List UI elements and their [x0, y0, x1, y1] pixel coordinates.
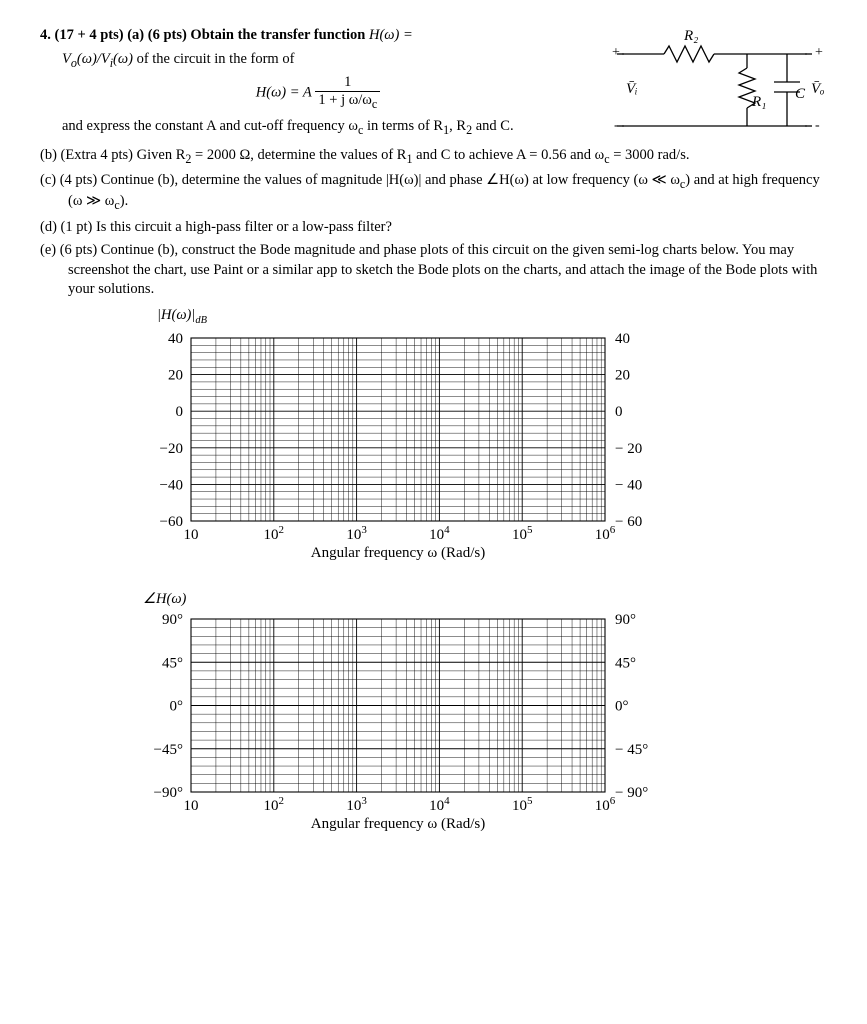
q4-a-line2: Vo(ω)/Vi(ω) of the circuit in the form o…	[40, 50, 596, 71]
svg-text:0: 0	[176, 404, 184, 420]
svg-text:-: -	[815, 118, 820, 133]
label-Vi: V̄ᵢ	[626, 81, 638, 97]
svg-text:104: 104	[429, 795, 450, 814]
q4-b: (b) (Extra 4 pts) Given R2 = 2000 Ω, det…	[40, 146, 827, 167]
svg-text:− 20: − 20	[615, 441, 642, 457]
svg-text:90°: 90°	[615, 612, 636, 628]
svg-text:10: 10	[184, 798, 199, 814]
svg-text:103: 103	[346, 524, 367, 543]
svg-text:45°: 45°	[615, 656, 636, 672]
svg-text:+: +	[815, 45, 823, 60]
svg-text:Angular frequency ω (Rad/s): Angular frequency ω (Rad/s)	[311, 816, 485, 832]
svg-text:-: -	[614, 118, 619, 133]
svg-text:102: 102	[264, 795, 285, 814]
label-Vo: V̄ₒ	[811, 81, 824, 97]
label-C: C	[795, 86, 806, 102]
q4-c: (c) (4 pts) Continue (b), determine the …	[40, 171, 827, 213]
svg-text:106: 106	[595, 795, 616, 814]
svg-text:104: 104	[429, 524, 450, 543]
q4-a-line3: and express the constant A and cut-off f…	[40, 117, 596, 138]
svg-text:106: 106	[595, 524, 616, 543]
svg-text:− 60: − 60	[615, 514, 642, 530]
svg-text:103: 103	[346, 795, 367, 814]
svg-text:−90°: −90°	[154, 785, 183, 801]
svg-text:− 45°: − 45°	[615, 742, 648, 758]
svg-text:+: +	[612, 45, 620, 60]
magnitude-chart: 40 40 20 20 0 0 −20 − 20 −40 − 40 −60 − 60 10 102 103 1…	[135, 326, 827, 580]
svg-text:−45°: −45°	[154, 742, 183, 758]
q4-e: (e) (6 pts) Continue (b), construct the …	[40, 241, 827, 300]
svg-text:105: 105	[512, 524, 533, 543]
label-R1: R₁	[751, 94, 766, 110]
q4-d: (d) (1 pt) Is this circuit a high-pass f…	[40, 218, 827, 238]
svg-text:Angular frequency ω (Rad/s): Angular frequency ω (Rad/s)	[311, 545, 485, 561]
svg-text:10: 10	[184, 527, 199, 543]
svg-text:− 90°: − 90°	[615, 785, 648, 801]
svg-text:105: 105	[512, 795, 533, 814]
q4-eq: H(ω) = A 1 1 + j ω/ωc	[40, 75, 596, 111]
svg-text:20: 20	[615, 367, 630, 383]
svg-text:−40: −40	[160, 477, 183, 493]
svg-text:− 40: − 40	[615, 477, 642, 493]
svg-text:102: 102	[264, 524, 285, 543]
phase-chart: 90° 90° 45° 45° 0° 0° −45° − 45° −90° − 90° 10 102 1…	[135, 607, 827, 851]
svg-text:−20: −20	[160, 441, 183, 457]
svg-text:20: 20	[168, 367, 183, 383]
svg-text:40: 40	[615, 331, 630, 347]
svg-text:45°: 45°	[162, 656, 183, 672]
svg-text:0°: 0°	[170, 699, 184, 715]
svg-text:0: 0	[615, 404, 623, 420]
svg-text:0°: 0°	[615, 699, 629, 715]
mag-ylabel: |H(ω)|dB	[157, 306, 827, 328]
svg-text:−60: −60	[160, 514, 183, 530]
circuit-diagram: R₂ R₁ C V̄ᵢ V̄ₒ + + - -	[602, 26, 827, 146]
q4-a-line1: 4. (17 + 4 pts) (a) (6 pts) Obtain the t…	[40, 26, 596, 46]
svg-text:90°: 90°	[162, 612, 183, 628]
svg-text:40: 40	[168, 331, 183, 347]
label-R2: R₂	[683, 28, 698, 44]
